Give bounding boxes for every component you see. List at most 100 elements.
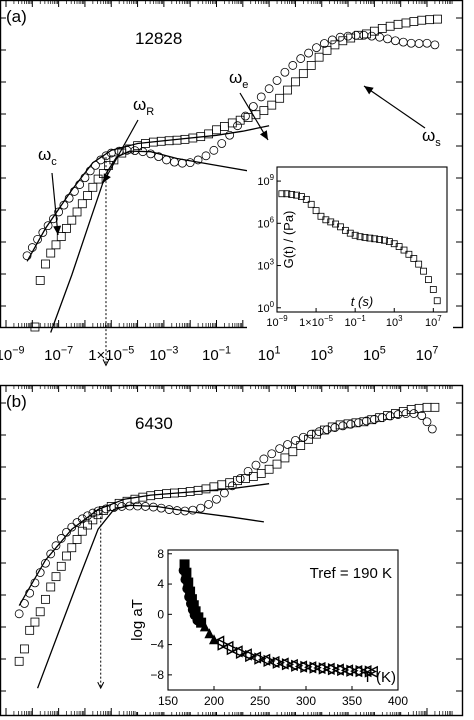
data-point-square	[377, 24, 387, 33]
inset-data-point	[235, 646, 249, 660]
data-point-circle	[201, 151, 211, 161]
data-point-circle	[369, 414, 379, 424]
data-point-circle	[414, 39, 424, 48]
panel-label: (a)	[6, 7, 27, 26]
inset-frame	[276, 166, 448, 313]
data-point-square	[67, 543, 77, 553]
inset-data-point	[182, 573, 193, 583]
data-point-circle	[275, 444, 285, 454]
data-point-square	[304, 434, 313, 444]
data-point-circle	[169, 157, 179, 167]
data-point-circle	[93, 506, 103, 516]
inset-x-tick-label: 1×10−5	[299, 314, 333, 329]
inset-data-point	[281, 658, 295, 671]
data-point-circle	[14, 609, 24, 619]
inset-x-tick-label: 300	[296, 694, 316, 708]
data-point-circle	[25, 588, 35, 598]
data-point-square	[306, 61, 316, 70]
data-point-circle	[154, 152, 164, 162]
data-point-square	[35, 276, 45, 285]
data-point-square	[338, 36, 348, 46]
annotation-arrow-head	[364, 86, 374, 95]
data-point-circle	[259, 454, 269, 464]
inset-data-point	[302, 195, 310, 203]
inset-y-tick-label: 106	[257, 215, 274, 230]
inset-data-point	[410, 255, 418, 262]
data-point-circle	[217, 139, 227, 148]
inset-y-tick-label: −4	[150, 638, 164, 652]
inset-data-point	[371, 235, 379, 243]
inset-data-point	[278, 190, 286, 198]
inset-y-axis-label: log aT	[129, 599, 146, 641]
inset-data-point	[288, 191, 296, 198]
inset-data-point	[178, 565, 189, 576]
x-tick-label: 101	[258, 344, 281, 364]
data-point-square	[264, 464, 274, 474]
data-point-circle	[267, 449, 277, 459]
data-point-circle	[391, 36, 400, 46]
data-point-square	[267, 100, 277, 110]
data-point-square	[46, 582, 56, 592]
data-point-circle	[291, 435, 300, 445]
data-point-square	[217, 480, 227, 490]
data-point-square	[51, 240, 61, 250]
plot-frame	[0, 0, 464, 329]
x-tick-label: 103	[310, 344, 333, 364]
data-point-circle	[204, 499, 214, 509]
inset-data-point	[209, 634, 219, 645]
data-point-circle	[80, 173, 90, 183]
data-point-square	[41, 594, 50, 604]
data-point-square	[77, 526, 87, 536]
inset-y-tick-label: 4	[157, 577, 164, 591]
inset-data-point	[245, 649, 258, 663]
inset-data-point	[317, 212, 325, 220]
inset-x-tick-label: 107	[425, 314, 442, 329]
panel-title: 6430	[135, 414, 173, 433]
data-point-square	[67, 215, 77, 225]
inset-data-point	[199, 621, 210, 632]
data-point-square	[98, 169, 108, 179]
data-point-circle	[280, 67, 290, 77]
inset-x-tick-label: 400	[388, 694, 408, 708]
data-point-circle	[62, 527, 71, 537]
inset-data-point	[351, 231, 359, 239]
data-point-circle	[70, 187, 79, 196]
annotation-arrow-line	[51, 172, 59, 236]
inset-data-point	[185, 584, 196, 595]
inset-data-point	[293, 191, 300, 199]
data-point-square	[77, 199, 87, 209]
inset-data-point	[385, 238, 393, 246]
data-point-circle	[75, 180, 85, 189]
data-point-circle	[327, 35, 337, 45]
data-point-circle	[235, 474, 245, 483]
inset-data-point	[356, 233, 364, 241]
data-point-square	[272, 459, 282, 469]
data-point-square	[291, 77, 300, 87]
inset-data-point	[405, 250, 413, 258]
data-point-circle	[54, 207, 64, 217]
annotation-omega-r: ωR	[133, 95, 154, 118]
data-point-square	[88, 182, 98, 192]
inset-data-point	[300, 660, 313, 674]
x-tick-label: 105	[363, 344, 386, 364]
data-point-square	[330, 40, 340, 50]
data-point-circle	[427, 424, 437, 434]
inset-data-point	[187, 594, 198, 605]
inset-x-tick-label: 10−9	[266, 314, 288, 329]
inset-data-point	[179, 559, 190, 570]
data-point-circle	[422, 417, 432, 427]
data-point-circle	[248, 102, 258, 111]
inset-data-point	[204, 628, 215, 639]
inset-y-tick-label: −8	[150, 668, 164, 682]
data-point-square	[83, 520, 92, 530]
data-point-circle	[185, 158, 195, 168]
data-point-circle	[288, 61, 298, 70]
data-point-circle	[77, 514, 87, 524]
inset-x-tick-label: 150	[158, 694, 178, 708]
data-point-square	[417, 15, 427, 25]
inset-relaxation-modulus: 10−9 1×10−5 10−1 103 107 100 103 106 109 t (s) G(t…	[247, 157, 453, 342]
data-point-square	[72, 535, 82, 544]
data-point-circle	[30, 578, 40, 588]
